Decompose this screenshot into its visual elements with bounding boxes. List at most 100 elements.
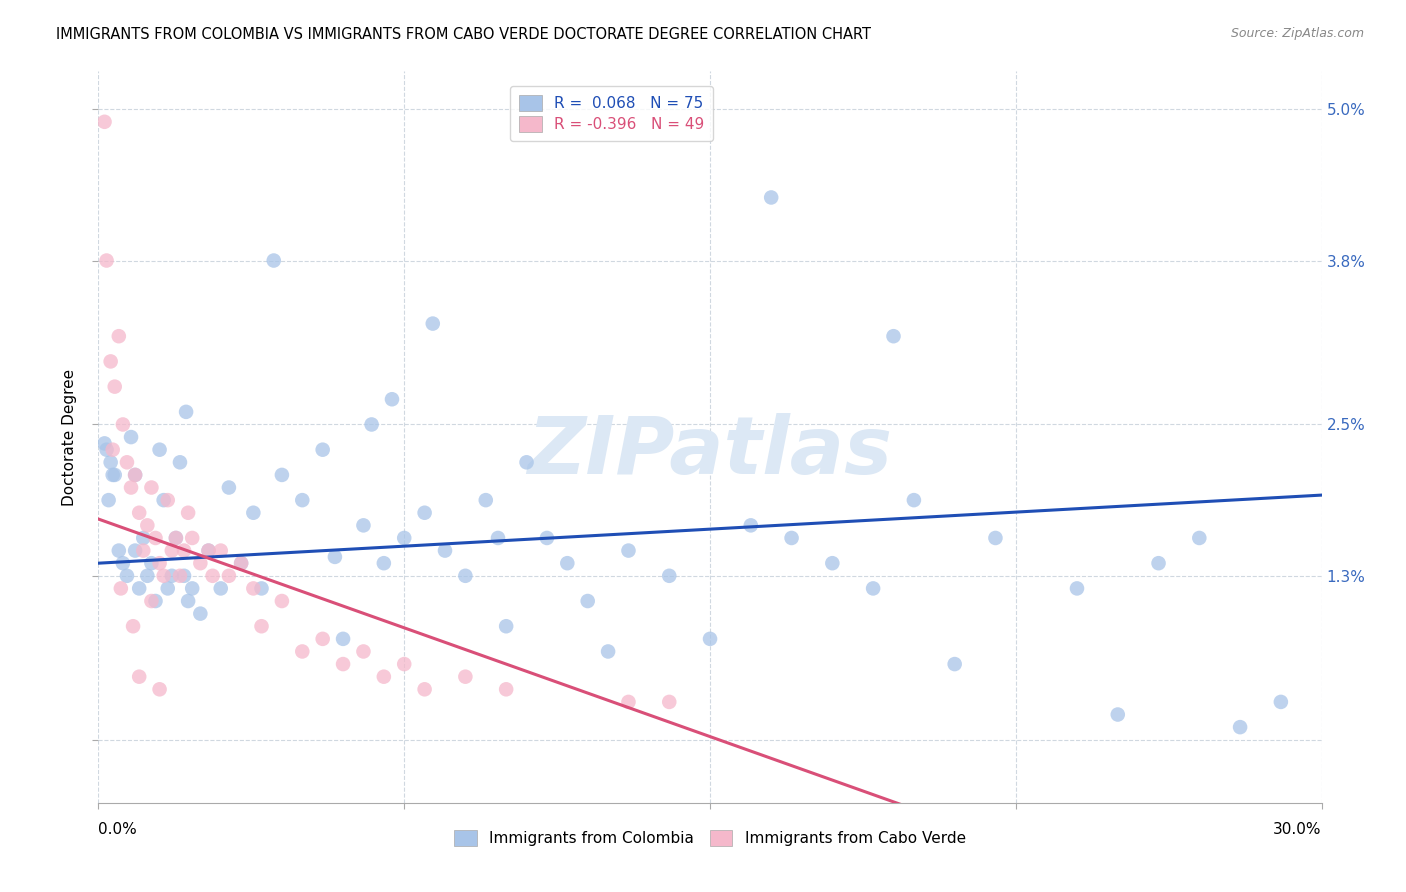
Y-axis label: Doctorate Degree: Doctorate Degree bbox=[62, 368, 77, 506]
Point bbox=[422, 317, 444, 331]
Point bbox=[984, 531, 1007, 545]
Point bbox=[132, 531, 155, 545]
Point bbox=[413, 682, 436, 697]
Point bbox=[136, 569, 159, 583]
Point bbox=[759, 190, 782, 204]
Point bbox=[160, 543, 183, 558]
Point bbox=[231, 556, 253, 570]
Point bbox=[152, 493, 174, 508]
Point bbox=[97, 493, 120, 508]
Point bbox=[152, 569, 174, 583]
Point bbox=[883, 329, 905, 343]
Point bbox=[188, 607, 212, 621]
Point bbox=[197, 543, 219, 558]
Point bbox=[128, 506, 150, 520]
Point bbox=[141, 594, 163, 608]
Point bbox=[454, 569, 477, 583]
Point bbox=[1270, 695, 1292, 709]
Point bbox=[177, 594, 200, 608]
Point bbox=[943, 657, 966, 671]
Point bbox=[145, 531, 167, 545]
Point bbox=[903, 493, 925, 508]
Point bbox=[352, 644, 374, 658]
Point bbox=[218, 569, 240, 583]
Point bbox=[141, 481, 163, 495]
Point bbox=[165, 531, 187, 545]
Point bbox=[174, 405, 197, 419]
Point bbox=[181, 531, 204, 545]
Point bbox=[128, 582, 150, 596]
Point bbox=[617, 543, 640, 558]
Point bbox=[242, 582, 264, 596]
Point bbox=[433, 543, 456, 558]
Point bbox=[124, 543, 146, 558]
Point bbox=[209, 543, 232, 558]
Point bbox=[156, 582, 179, 596]
Point bbox=[821, 556, 844, 570]
Point bbox=[658, 695, 681, 709]
Point bbox=[250, 619, 273, 633]
Point bbox=[413, 506, 436, 520]
Point bbox=[188, 556, 212, 570]
Point bbox=[96, 253, 118, 268]
Point bbox=[149, 556, 172, 570]
Point bbox=[231, 556, 253, 570]
Point bbox=[96, 442, 118, 457]
Point bbox=[474, 493, 498, 508]
Point bbox=[312, 442, 335, 457]
Point bbox=[100, 455, 122, 469]
Point bbox=[617, 695, 640, 709]
Point bbox=[132, 543, 155, 558]
Text: IMMIGRANTS FROM COLOMBIA VS IMMIGRANTS FROM CABO VERDE DOCTORATE DEGREE CORRELAT: IMMIGRANTS FROM COLOMBIA VS IMMIGRANTS F… bbox=[56, 27, 872, 42]
Point bbox=[495, 619, 517, 633]
Point bbox=[173, 543, 195, 558]
Point bbox=[536, 531, 558, 545]
Point bbox=[576, 594, 599, 608]
Point bbox=[658, 569, 681, 583]
Point bbox=[197, 543, 219, 558]
Text: ZIPatlas: ZIPatlas bbox=[527, 413, 893, 491]
Point bbox=[1229, 720, 1251, 734]
Point bbox=[263, 253, 285, 268]
Point bbox=[291, 644, 314, 658]
Point bbox=[160, 569, 183, 583]
Point bbox=[93, 115, 115, 129]
Point bbox=[392, 531, 416, 545]
Point bbox=[120, 481, 142, 495]
Point bbox=[1066, 582, 1088, 596]
Text: 0.0%: 0.0% bbox=[98, 822, 138, 837]
Point bbox=[862, 582, 884, 596]
Point bbox=[373, 556, 395, 570]
Point bbox=[100, 354, 122, 368]
Point bbox=[156, 493, 179, 508]
Point bbox=[169, 455, 191, 469]
Point bbox=[218, 481, 240, 495]
Point bbox=[270, 594, 294, 608]
Point bbox=[111, 417, 134, 432]
Point bbox=[270, 467, 294, 482]
Point bbox=[495, 682, 517, 697]
Point bbox=[1147, 556, 1170, 570]
Point bbox=[1107, 707, 1129, 722]
Point bbox=[115, 455, 138, 469]
Legend: R =  0.068   N = 75, R = -0.396   N = 49: R = 0.068 N = 75, R = -0.396 N = 49 bbox=[510, 87, 713, 141]
Point bbox=[332, 657, 354, 671]
Point bbox=[101, 442, 124, 457]
Point bbox=[110, 582, 132, 596]
Point bbox=[165, 531, 187, 545]
Point bbox=[209, 582, 232, 596]
Point bbox=[596, 644, 619, 658]
Point bbox=[124, 467, 146, 482]
Point bbox=[1188, 531, 1211, 545]
Point bbox=[323, 549, 346, 564]
Point bbox=[93, 436, 115, 450]
Point bbox=[699, 632, 721, 646]
Point bbox=[149, 682, 172, 697]
Point bbox=[124, 467, 146, 482]
Point bbox=[780, 531, 803, 545]
Text: 30.0%: 30.0% bbox=[1274, 822, 1322, 837]
Point bbox=[373, 670, 395, 684]
Point bbox=[250, 582, 273, 596]
Point bbox=[392, 657, 416, 671]
Point bbox=[352, 518, 374, 533]
